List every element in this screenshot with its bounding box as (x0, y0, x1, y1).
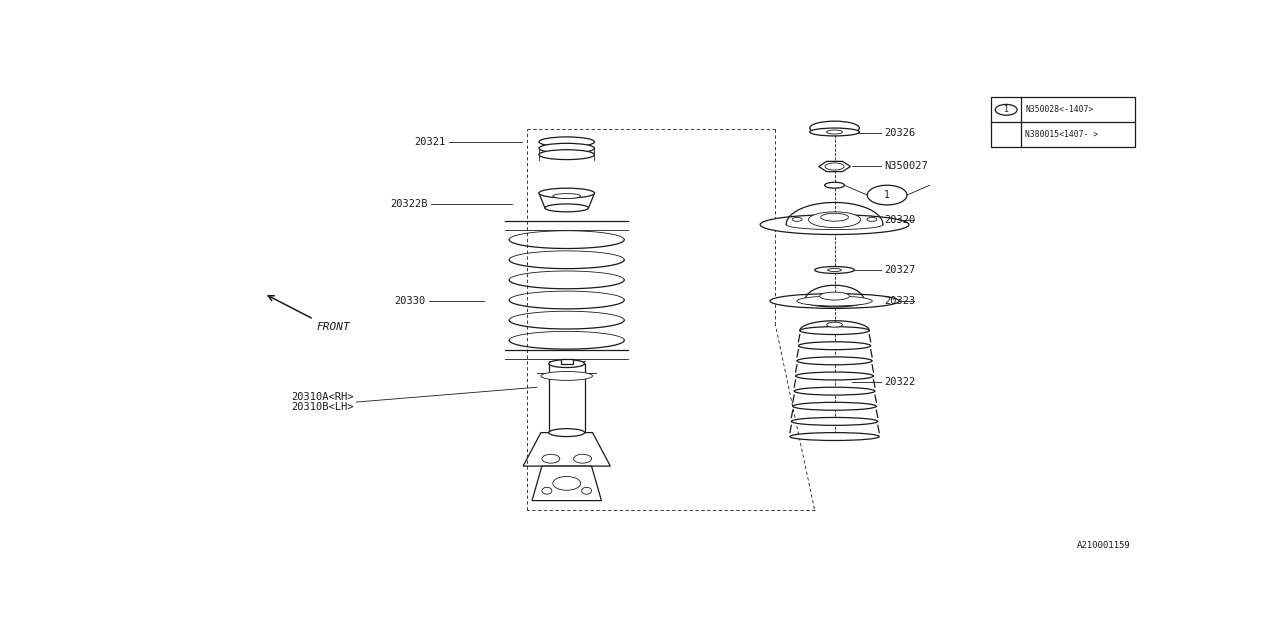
Ellipse shape (539, 150, 594, 159)
Ellipse shape (867, 218, 877, 221)
Text: 1: 1 (1004, 106, 1009, 115)
Text: 20310B<LH>: 20310B<LH> (291, 402, 353, 412)
Ellipse shape (820, 213, 849, 221)
Text: 20326: 20326 (884, 129, 915, 138)
Ellipse shape (797, 296, 872, 306)
Ellipse shape (824, 182, 845, 188)
Ellipse shape (573, 454, 591, 463)
Text: N380015<1407- >: N380015<1407- > (1025, 130, 1098, 139)
Ellipse shape (826, 163, 844, 170)
Ellipse shape (541, 454, 559, 463)
Bar (561, 359, 572, 364)
Text: N350027: N350027 (884, 161, 928, 172)
Text: 20321: 20321 (415, 137, 445, 147)
Ellipse shape (791, 417, 878, 426)
Text: FRONT: FRONT (316, 322, 351, 332)
Ellipse shape (828, 269, 841, 271)
Ellipse shape (792, 403, 877, 410)
Ellipse shape (553, 193, 581, 198)
Polygon shape (532, 466, 602, 500)
Polygon shape (819, 161, 850, 172)
Ellipse shape (796, 372, 873, 380)
Ellipse shape (819, 292, 850, 300)
Ellipse shape (545, 204, 589, 212)
Bar (991, 97, 1135, 147)
Ellipse shape (549, 360, 585, 367)
Ellipse shape (760, 215, 909, 234)
Ellipse shape (800, 326, 869, 335)
Ellipse shape (539, 137, 594, 147)
Text: N350028<-1407>: N350028<-1407> (1025, 106, 1093, 115)
Ellipse shape (553, 476, 581, 490)
Text: 20323: 20323 (884, 296, 915, 306)
Text: 20330: 20330 (394, 296, 426, 306)
Ellipse shape (771, 294, 899, 308)
Text: 20322B: 20322B (390, 199, 428, 209)
Ellipse shape (809, 212, 860, 228)
Ellipse shape (549, 429, 585, 436)
Ellipse shape (541, 371, 593, 380)
Ellipse shape (792, 218, 803, 221)
Ellipse shape (810, 121, 859, 135)
Text: 20320: 20320 (884, 214, 915, 225)
Ellipse shape (815, 266, 855, 273)
Ellipse shape (539, 143, 594, 153)
Ellipse shape (797, 357, 872, 365)
Text: A210001159: A210001159 (1076, 541, 1130, 550)
Ellipse shape (790, 433, 879, 440)
Ellipse shape (581, 487, 591, 494)
Ellipse shape (827, 322, 842, 327)
Ellipse shape (794, 387, 876, 395)
Text: 1: 1 (884, 190, 890, 200)
Ellipse shape (541, 487, 552, 494)
Ellipse shape (539, 188, 594, 198)
Text: 20310A<RH>: 20310A<RH> (291, 392, 353, 402)
Ellipse shape (827, 130, 842, 134)
Text: 20327: 20327 (884, 265, 915, 275)
Ellipse shape (810, 128, 859, 136)
Ellipse shape (799, 342, 870, 349)
Text: 20322: 20322 (884, 378, 915, 387)
Polygon shape (524, 433, 611, 466)
